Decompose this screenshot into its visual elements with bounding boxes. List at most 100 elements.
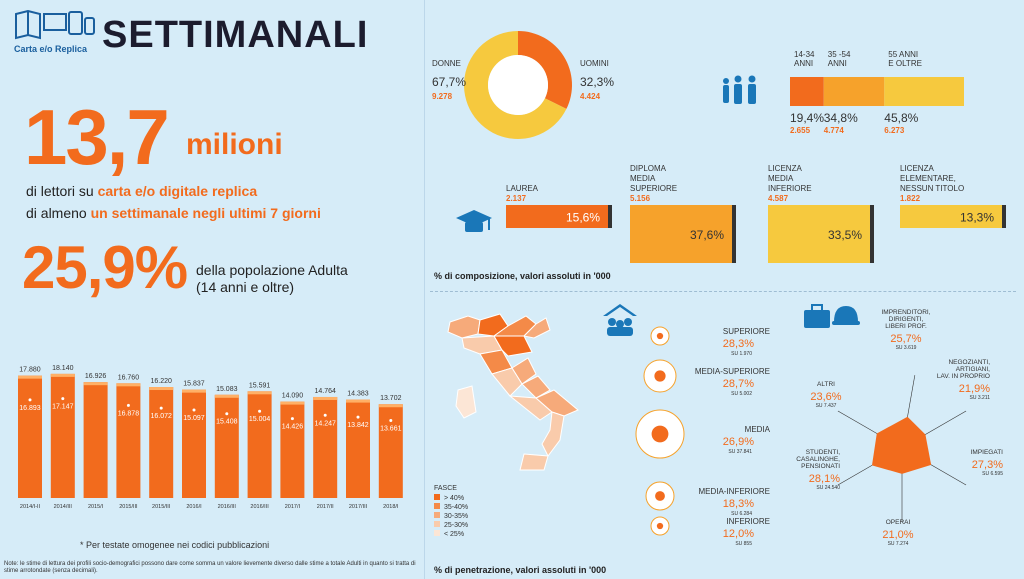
- age-segment: [884, 77, 964, 106]
- trend-bar-cap: [50, 373, 75, 377]
- radar-pct: 25,7%: [890, 333, 921, 345]
- gender-label: UOMINI: [580, 59, 609, 68]
- trend-bar-category: 2016/III: [250, 504, 269, 510]
- trend-bar: [50, 373, 75, 498]
- legend-swatch: [434, 530, 440, 536]
- trend-bar-category: 2018/I: [383, 504, 399, 510]
- bubble-pct: 26,9%: [723, 436, 754, 448]
- trend-bar-cap: [18, 375, 42, 379]
- education-bar-end: [608, 205, 612, 228]
- graduation-cap-icon: [456, 210, 492, 232]
- radar-label: IMPIEGATI: [971, 449, 1004, 456]
- trend-bar-category: 2015/III: [119, 504, 138, 510]
- house-people-icon: [603, 304, 637, 336]
- italy-map: [447, 313, 579, 471]
- trend-bar-category: 2015/I: [88, 504, 104, 510]
- radar-chart: IMPRENDITORI, DIRIGENTI, LIBERI PROF. 25,7%…: [796, 309, 1003, 547]
- readers-unit: milioni: [186, 128, 283, 161]
- readers-line-2b: un: [90, 205, 108, 221]
- radar-label: OPERAI: [886, 519, 911, 526]
- trend-bar-category: 2017/I: [285, 504, 301, 510]
- map-region: [521, 375, 551, 399]
- map-region: [447, 315, 481, 339]
- education-bar: [630, 205, 732, 263]
- bubble-core: [656, 332, 664, 340]
- readers-line-2a: di almeno: [26, 205, 91, 221]
- radar-area: [871, 416, 932, 474]
- bubble-pct: 28,7%: [723, 378, 754, 390]
- map-region: [541, 411, 565, 457]
- trend-bar: [247, 391, 272, 498]
- trend-bar-top-label: 17.880: [19, 367, 41, 374]
- trend-bar-dot: [159, 406, 163, 410]
- education-label: DIPLOMA MEDIA SUPERIORE: [630, 164, 677, 193]
- trend-bar-cap: [313, 396, 338, 400]
- trend-bar-inner-label: 15.097: [183, 415, 205, 422]
- age-pct: 34,8%: [824, 111, 858, 125]
- trend-bar-dot: [225, 412, 229, 416]
- trend-bar-top-label: 15.591: [249, 382, 271, 389]
- trend-bar-category: 2017/II: [317, 504, 334, 510]
- age-abs: 2.655: [790, 126, 811, 135]
- education-pct: 13,3%: [960, 211, 994, 225]
- trend-bar-cap: [247, 391, 272, 395]
- bubble-label: INFERIORE: [726, 517, 770, 526]
- radar-label: NEGOZIANTI, ARTIGIANI, LAV. IN PROPRIO: [937, 359, 990, 380]
- gender-slice: [464, 31, 567, 139]
- bubble-chart: SUPERIORE 28,3%SU 1.970 MEDIA-SUPERIORE 28,…: [635, 326, 771, 547]
- trend-bar-category: 2016/I: [186, 504, 202, 510]
- trend-bar-cap: [116, 383, 141, 387]
- trend-bar-cap: [214, 394, 239, 398]
- education-abs: 5.156: [630, 194, 651, 203]
- trend-bar-top-label: 15.083: [216, 386, 238, 393]
- gender-slice: [518, 31, 572, 109]
- legend-swatch: [434, 521, 440, 527]
- legend-title: FASCE: [434, 485, 457, 492]
- map-region: [493, 335, 533, 357]
- bubble-label: MEDIA-SUPERIORE: [695, 367, 770, 376]
- devices-icon: [15, 9, 95, 40]
- education-bar-end: [1002, 205, 1006, 228]
- trend-bar-top-label: 13.702: [380, 395, 402, 402]
- trend-bar-top-label: 18.140: [52, 365, 74, 372]
- education-pct: 33,5%: [828, 228, 862, 242]
- gender-pct: 32,3%: [580, 75, 614, 89]
- education-abs: 1.822: [900, 194, 921, 203]
- readers-number: 13,7: [24, 93, 170, 181]
- page-title: SETTIMANALI: [102, 14, 369, 56]
- trend-bar-cap: [182, 389, 206, 393]
- age-people-icon: [723, 75, 756, 104]
- trend-bar: [313, 396, 338, 498]
- trend-bar: [280, 401, 305, 498]
- trend-footnote: * Per testate omogenee nei codici pubbli…: [80, 540, 270, 550]
- trend-bar: [346, 399, 370, 498]
- briefcase-icon: [804, 304, 830, 328]
- trend-bar: [83, 382, 108, 498]
- radar-label: IMPRENDITORI, DIRIGENTI, LIBERI PROF.: [882, 309, 931, 330]
- education-bar: [900, 205, 1002, 228]
- trend-bar: [378, 404, 403, 498]
- divider: [424, 0, 425, 579]
- legend-swatch: [434, 512, 440, 518]
- trend-bar-dot: [28, 398, 32, 402]
- trend-bar-inner-label: 16.072: [150, 413, 172, 420]
- section-divider: [430, 291, 1016, 292]
- bubble-core: [656, 522, 664, 530]
- trend-bar-dot: [126, 403, 130, 407]
- trend-bar-inner-label: 14.247: [314, 420, 336, 427]
- education-bar: [768, 205, 870, 263]
- trend-bar: [214, 394, 239, 498]
- readers-line-2c: settimanale negli ultimi 7 giorni: [107, 205, 321, 221]
- donut-hole: [488, 55, 548, 115]
- bubble-pct: 12,0%: [723, 528, 754, 540]
- radar-su: SU 7.437: [816, 403, 837, 409]
- logo-label: Carta e/o Replica: [14, 44, 88, 54]
- map-region: [522, 317, 551, 339]
- legend-label: 25-30%: [444, 522, 468, 529]
- bubble-su: SU 855: [735, 541, 752, 547]
- trend-bar: [182, 389, 206, 498]
- radar-su: SU 3.211: [970, 395, 991, 401]
- trend-bar-cap: [280, 401, 305, 405]
- education-bar-end: [870, 205, 874, 263]
- trend-bar-inner-label: 15.004: [249, 416, 271, 423]
